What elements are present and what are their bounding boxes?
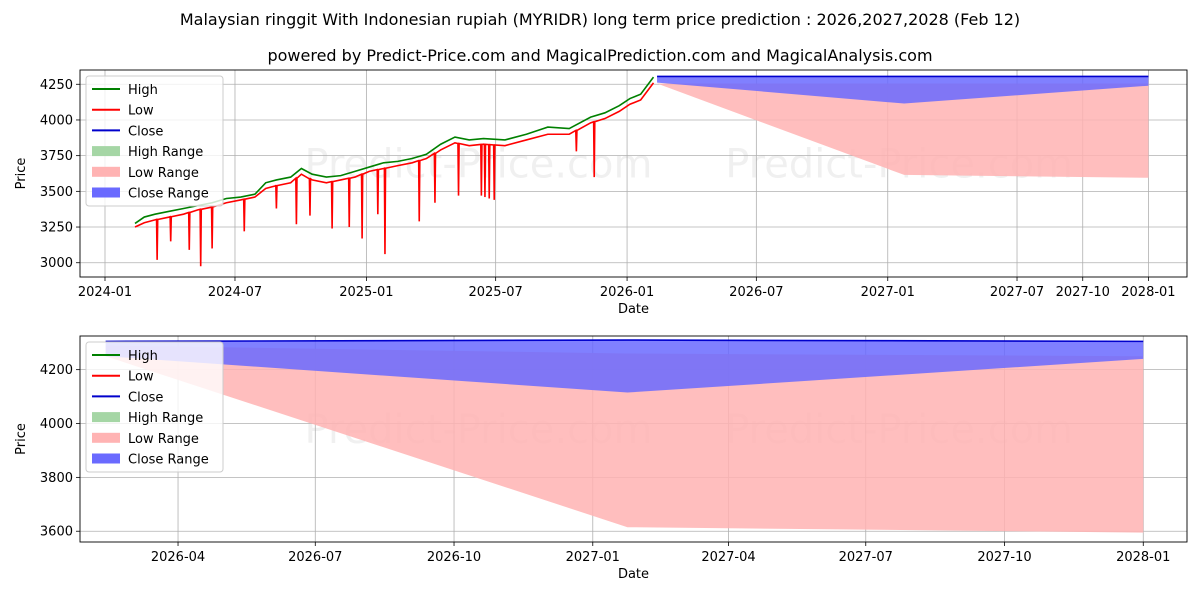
low-range-area bbox=[105, 345, 1144, 533]
x-tick-label: 2028-01 bbox=[1116, 550, 1170, 565]
low-range-area bbox=[657, 83, 1149, 178]
legend-low-label: Low bbox=[128, 104, 154, 119]
x-tick-label: 2027-01 bbox=[861, 285, 915, 300]
y-tick-label: 4000 bbox=[40, 113, 73, 128]
low-line bbox=[134, 82, 655, 267]
legend-close-label: Close bbox=[128, 124, 163, 139]
y-axis-label: Price bbox=[14, 423, 29, 455]
y-tick-label: 4200 bbox=[40, 363, 73, 378]
x-tick-label: 2026-07 bbox=[729, 285, 783, 300]
legend-close-range-label: Close Range bbox=[128, 453, 209, 468]
legend-close-range-swatch bbox=[92, 187, 120, 198]
legend-low-range-swatch bbox=[92, 166, 120, 177]
x-tick-label: 2028-01 bbox=[1121, 285, 1175, 300]
y-tick-label: 3500 bbox=[40, 185, 73, 200]
plot-frame bbox=[79, 335, 1188, 543]
legend-high-label: High bbox=[128, 83, 158, 98]
y-tick-label: 3000 bbox=[40, 256, 73, 271]
x-axis-label: Date bbox=[618, 567, 649, 582]
legend-high-range-swatch bbox=[92, 412, 120, 423]
legend-low-label: Low bbox=[128, 370, 154, 385]
y-tick-label: 3750 bbox=[40, 149, 73, 164]
legend-low-range-label: Low Range bbox=[128, 166, 199, 181]
legend-high-range-label: High Range bbox=[128, 145, 203, 160]
x-tick-label: 2024-01 bbox=[78, 285, 132, 300]
y-axis-label: Price bbox=[14, 158, 29, 190]
chart-title: Malaysian ringgit With Indonesian rupiah… bbox=[179, 10, 1021, 29]
x-tick-label: 2026-01 bbox=[600, 285, 654, 300]
plot-frame bbox=[79, 69, 1188, 278]
legend-high-range-swatch bbox=[92, 146, 120, 157]
x-tick-label: 2027-07 bbox=[990, 285, 1044, 300]
close-range-area bbox=[657, 76, 1149, 104]
chart-subtitle: powered by Predict-Price.com and Magical… bbox=[267, 46, 933, 65]
close-range-area bbox=[105, 340, 1144, 393]
y-tick-label: 4000 bbox=[40, 417, 73, 432]
legend-box bbox=[85, 75, 224, 207]
legend-close-label: Close bbox=[128, 390, 163, 405]
plot-area bbox=[105, 339, 1144, 533]
close-line bbox=[105, 339, 1144, 343]
x-tick-label: 2026-10 bbox=[427, 550, 481, 565]
legend-high-range-label: High Range bbox=[128, 411, 203, 426]
legend-low-range-swatch bbox=[92, 432, 120, 443]
legend-low-range-label: Low Range bbox=[128, 432, 199, 447]
y-tick-label: 4250 bbox=[40, 78, 73, 93]
y-tick-label: 3600 bbox=[40, 525, 73, 540]
x-tick-label: 2027-10 bbox=[977, 550, 1031, 565]
x-tick-label: 2024-07 bbox=[208, 285, 262, 300]
x-tick-label: 2027-07 bbox=[839, 550, 893, 565]
x-tick-label: 2027-04 bbox=[701, 550, 755, 565]
x-tick-label: 2026-04 bbox=[151, 550, 205, 565]
y-tick-label: 3800 bbox=[40, 471, 73, 486]
x-tick-label: 2027-01 bbox=[566, 550, 620, 565]
x-tick-label: 2025-01 bbox=[339, 285, 393, 300]
x-tick-label: 2026-07 bbox=[288, 550, 342, 565]
legend-close-range-label: Close Range bbox=[128, 187, 209, 202]
x-tick-label: 2025-07 bbox=[468, 285, 522, 300]
x-tick-label: 2027-10 bbox=[1056, 285, 1110, 300]
plot-area bbox=[134, 75, 1149, 267]
x-axis-label: Date bbox=[618, 302, 649, 317]
legend-high-label: High bbox=[128, 349, 158, 364]
y-tick-label: 3250 bbox=[40, 221, 73, 236]
legend-box bbox=[85, 341, 224, 473]
legend-close-range-swatch bbox=[92, 453, 120, 464]
